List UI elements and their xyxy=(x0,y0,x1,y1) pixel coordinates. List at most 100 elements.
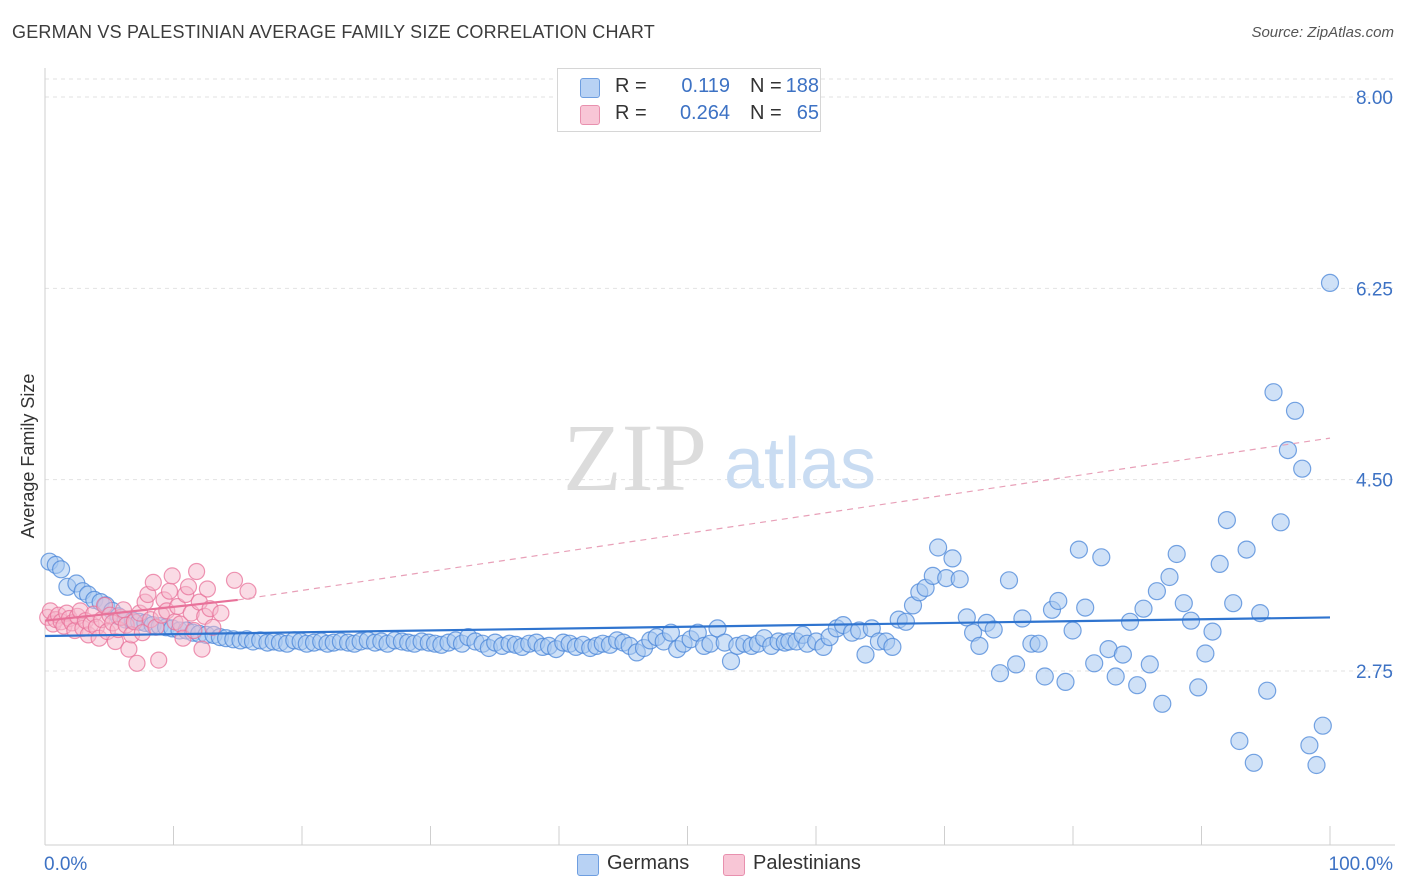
point-germans xyxy=(1264,383,1283,402)
point-germans xyxy=(1210,554,1229,574)
trend-line-germans xyxy=(44,616,1331,638)
point-germans xyxy=(1285,401,1305,420)
point-palestinians xyxy=(185,621,203,640)
x-tick-label-min: 0.0% xyxy=(44,854,87,875)
point-germans xyxy=(896,612,916,631)
legend-n-label: N = xyxy=(750,75,782,97)
watermark-zip: ZIP xyxy=(563,404,707,511)
point-germans xyxy=(1063,621,1082,640)
point-germans xyxy=(1217,510,1237,530)
point-palestinians xyxy=(225,571,244,589)
point-germans xyxy=(1307,755,1326,775)
point-germans xyxy=(1196,644,1215,663)
point-germans xyxy=(1120,612,1140,631)
legend-n-label: N = xyxy=(750,102,782,124)
bottom-legend-swatch-germans xyxy=(577,854,599,876)
legend-r-label: R = xyxy=(615,102,647,124)
y-tick-labels: 2.75 4.50 6.25 8.00 xyxy=(1356,88,1393,683)
point-germans xyxy=(1224,594,1243,613)
point-germans xyxy=(970,636,989,656)
point-germans xyxy=(928,538,948,557)
point-palestinians xyxy=(150,651,168,669)
point-palestinians xyxy=(120,640,138,658)
point-germans xyxy=(1258,681,1277,700)
point-germans xyxy=(1300,736,1319,755)
point-germans xyxy=(1006,655,1026,674)
point-germans xyxy=(1278,441,1298,460)
point-germans xyxy=(1271,513,1290,532)
point-palestinians xyxy=(212,604,230,622)
point-germans xyxy=(943,549,962,568)
point-palestinians xyxy=(128,654,146,672)
legend-r-label: R = xyxy=(615,75,647,97)
point-germans xyxy=(1203,622,1222,641)
trend-line-palestinians xyxy=(44,598,238,622)
bottom-legend-swatch-palestinians xyxy=(723,854,745,876)
point-palestinians xyxy=(160,582,179,600)
point-germans xyxy=(1167,544,1186,564)
point-germans xyxy=(984,620,1003,639)
point-germans xyxy=(1153,694,1172,713)
point-germans xyxy=(1174,594,1193,613)
point-germans xyxy=(1134,599,1153,618)
y-tick-label: 2.75 xyxy=(1356,662,1393,683)
point-germans xyxy=(1140,655,1159,674)
point-germans xyxy=(1035,667,1054,686)
watermark: ZIP atlas xyxy=(563,404,876,511)
point-palestinians xyxy=(179,578,198,596)
point-germans xyxy=(1113,645,1133,664)
point-germans xyxy=(1056,672,1075,692)
legend-swatch-palestinians xyxy=(580,105,600,125)
point-germans xyxy=(708,619,727,638)
legend-n-value: 188 xyxy=(785,75,819,97)
point-palestinians xyxy=(198,580,216,598)
point-germans xyxy=(661,623,681,642)
point-germans xyxy=(1237,540,1256,559)
bottom-legend-label-palestinians: Palestinians xyxy=(753,852,861,874)
point-germans xyxy=(999,571,1019,590)
point-germans xyxy=(1029,634,1048,653)
legend-n-value: 65 xyxy=(796,102,819,124)
point-palestinians xyxy=(163,567,181,585)
stats-legend: R = 0.119 N = 188 R = 0.264 N = 65 xyxy=(557,68,821,132)
point-germans xyxy=(1013,609,1032,628)
point-germans xyxy=(1147,582,1167,601)
point-germans xyxy=(1313,716,1332,735)
point-germans xyxy=(1160,567,1179,587)
point-germans xyxy=(51,560,71,579)
watermark-atlas: atlas xyxy=(724,424,876,504)
point-palestinians xyxy=(188,562,206,581)
grid-lines xyxy=(45,78,1395,672)
x-tick-label-max: 100.0% xyxy=(1329,854,1394,875)
point-germans xyxy=(1293,459,1312,478)
bottom-legend-label-germans: Germans xyxy=(607,852,690,874)
trend-extension-palestinians xyxy=(237,437,1331,601)
point-germans xyxy=(1092,548,1111,567)
point-palestinians xyxy=(144,573,162,592)
point-germans xyxy=(1128,676,1147,695)
y-tick-label: 6.25 xyxy=(1356,279,1393,300)
source-credit: Source: ZipAtlas.com xyxy=(1251,24,1394,41)
y-tick-label: 8.00 xyxy=(1356,88,1393,109)
legend-r-value: 0.119 xyxy=(681,75,730,97)
point-germans xyxy=(1181,611,1201,630)
y-tick-label: 4.50 xyxy=(1356,471,1393,492)
point-palestinians xyxy=(193,640,211,658)
point-germans xyxy=(1189,678,1208,697)
data-points xyxy=(39,273,1340,775)
legend-r-value: 0.264 xyxy=(679,102,730,124)
point-germans xyxy=(1085,654,1104,673)
point-germans xyxy=(883,637,902,657)
point-germans xyxy=(1069,540,1089,559)
point-palestinians xyxy=(204,618,222,636)
point-germans xyxy=(1076,598,1095,617)
legend-swatch-germans xyxy=(580,78,600,98)
point-germans xyxy=(856,645,875,664)
point-palestinians xyxy=(239,582,257,600)
point-germans xyxy=(1106,667,1125,686)
chart-title: GERMAN VS PALESTINIAN AVERAGE FAMILY SIZ… xyxy=(12,22,655,42)
point-germans xyxy=(1230,731,1249,751)
point-germans xyxy=(1049,591,1068,611)
y-axis-label: Average Family Size xyxy=(18,374,38,539)
